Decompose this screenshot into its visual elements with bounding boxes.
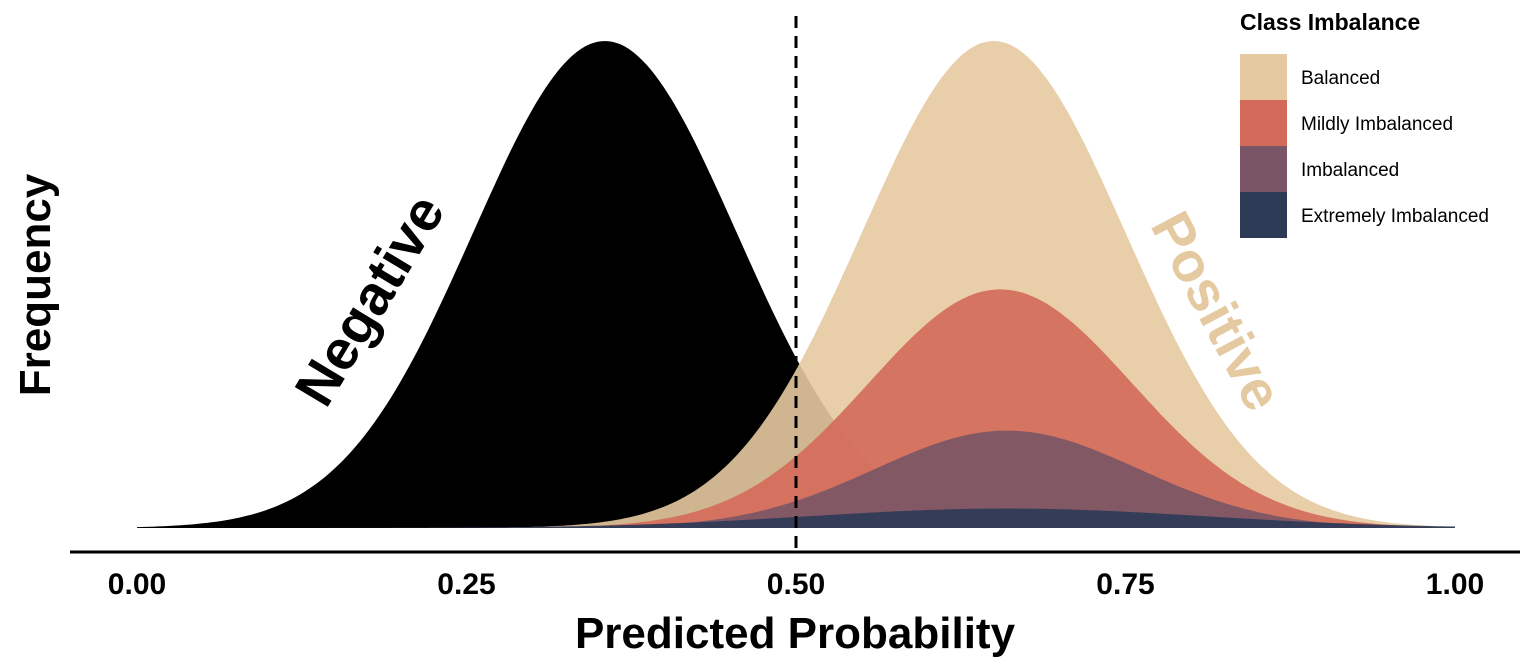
legend-label: Extremely Imbalanced <box>1301 206 1489 227</box>
legend-label: Mildly Imbalanced <box>1301 114 1453 135</box>
legend-swatch <box>1240 192 1287 238</box>
y-axis-title: Frequency <box>11 173 60 396</box>
legend-swatch <box>1240 100 1287 146</box>
x-tick-label: 1.00 <box>1426 568 1484 601</box>
legend-label: Imbalanced <box>1301 160 1399 181</box>
positive-density-area-imbalanced <box>137 430 1455 528</box>
legend-swatch <box>1240 146 1287 192</box>
x-tick-label: 0.75 <box>1096 568 1154 601</box>
x-tick-label: 0.25 <box>437 568 495 601</box>
legend-title: Class Imbalance <box>1240 9 1420 35</box>
x-tick-label: 0.00 <box>108 568 166 601</box>
legend-label: Balanced <box>1301 68 1380 89</box>
x-axis-title: Predicted Probability <box>575 609 1016 658</box>
legend: Class Imbalance Balanced Mildly Imbalance… <box>1240 9 1489 238</box>
legend-items: Balanced Mildly Imbalanced Imbalanced Extre… <box>1240 54 1489 238</box>
negative-density-area <box>137 41 1455 528</box>
x-tick-labels: 0.00 0.25 0.50 0.75 1.00 <box>108 568 1484 601</box>
x-tick-label: 0.50 <box>767 568 825 601</box>
legend-swatch <box>1240 54 1287 100</box>
